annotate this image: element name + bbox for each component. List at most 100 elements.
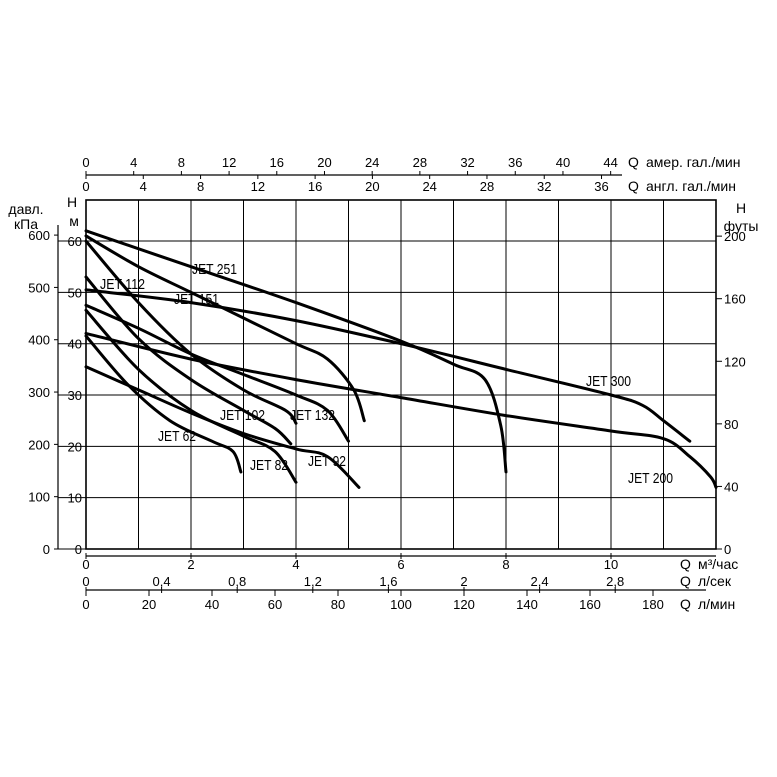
tick-label-us-gpm: 36 bbox=[508, 155, 522, 170]
tick-label-lpm: 160 bbox=[579, 597, 601, 612]
tick-label-kpa: 300 bbox=[28, 385, 50, 400]
tick-label-m3h: 0 bbox=[82, 557, 89, 572]
tick-label-m: 50 bbox=[68, 285, 82, 300]
series-line-jet-251 bbox=[84, 229, 508, 474]
tick-label-lpm: 100 bbox=[390, 597, 412, 612]
tick-label-m3h: 8 bbox=[502, 557, 509, 572]
series-line-jet-151 bbox=[84, 234, 366, 423]
axis-title-q: Q bbox=[680, 573, 691, 589]
tick-label-us-gpm: 0 bbox=[82, 155, 89, 170]
axis-title-unit: амер. гал./мин bbox=[646, 154, 740, 170]
series-line-jet-92 bbox=[84, 365, 361, 489]
tick-label-lpm: 180 bbox=[642, 597, 664, 612]
tick-label-ft: 160 bbox=[724, 292, 746, 307]
tick-label-kpa: 400 bbox=[28, 333, 50, 348]
tick-label-lps: 2,4 bbox=[531, 574, 549, 589]
tick-label-lpm: 20 bbox=[142, 597, 156, 612]
tick-label-uk-gpm: 4 bbox=[140, 179, 147, 194]
series-label-jet-82: JET 82 bbox=[250, 457, 288, 474]
tick-label-ft: 120 bbox=[724, 354, 746, 369]
series-label-jet-200: JET 200 bbox=[628, 470, 673, 487]
axis-title-ft: футы bbox=[724, 218, 759, 234]
tick-label-lps: 1,2 bbox=[304, 574, 322, 589]
tick-label-uk-gpm: 8 bbox=[197, 179, 204, 194]
tick-label-lps: 2 bbox=[460, 574, 467, 589]
tick-label-uk-gpm: 16 bbox=[308, 179, 322, 194]
series-label-jet-92: JET 92 bbox=[308, 453, 346, 470]
tick-label-lps: 2,8 bbox=[606, 574, 624, 589]
axis-title-unit: л/мин bbox=[698, 596, 735, 612]
axis-title-q: Q bbox=[680, 596, 691, 612]
tick-label-lpm: 40 bbox=[205, 597, 219, 612]
tick-label-m: 20 bbox=[68, 439, 82, 454]
series-label-jet-132: JET 132 bbox=[290, 407, 335, 424]
axis-title-q: Q bbox=[628, 178, 639, 194]
series-line-jet-200 bbox=[84, 331, 718, 489]
axes: 0 2 4 6 8 100 0,4 0,8 1,2 1,6 2 2,4 2,80 20 40 60 80 100 1… bbox=[8, 154, 758, 612]
tick-label-uk-gpm: 36 bbox=[594, 179, 608, 194]
tick-label-us-gpm: 4 bbox=[130, 155, 137, 170]
tick-label-uk-gpm: 0 bbox=[82, 179, 89, 194]
axis-title-unit: англ. гал./мин bbox=[646, 178, 736, 194]
tick-label-m3h: 10 bbox=[604, 557, 618, 572]
series-line-jet-300 bbox=[84, 288, 692, 443]
tick-label-ft: 200 bbox=[724, 229, 746, 244]
tick-label-ft: 0 bbox=[724, 542, 731, 557]
series-label-jet-300: JET 300 bbox=[586, 373, 631, 390]
axis-title-q: Q bbox=[680, 556, 691, 572]
series-line-jet-102 bbox=[84, 275, 293, 446]
tick-label-us-gpm: 32 bbox=[460, 155, 474, 170]
tick-label-us-gpm: 20 bbox=[317, 155, 331, 170]
tick-label-lpm: 80 bbox=[331, 597, 345, 612]
tick-label-m: 60 bbox=[68, 234, 82, 249]
tick-label-kpa: 600 bbox=[28, 228, 50, 243]
tick-label-us-gpm: 44 bbox=[603, 155, 617, 170]
tick-label-m: 40 bbox=[68, 337, 82, 352]
series-line-jet-62 bbox=[84, 334, 243, 474]
tick-label-kpa: 100 bbox=[28, 490, 50, 505]
tick-label-uk-gpm: 20 bbox=[365, 179, 379, 194]
tick-label-us-gpm: 28 bbox=[413, 155, 427, 170]
tick-label-kpa: 200 bbox=[28, 437, 50, 452]
tick-label-us-gpm: 8 bbox=[178, 155, 185, 170]
series-label-jet-251: JET 251 bbox=[192, 261, 237, 278]
plot-frame bbox=[85, 199, 717, 550]
tick-label-lps: 0 bbox=[82, 574, 89, 589]
tick-label-m3h: 6 bbox=[397, 557, 404, 572]
tick-label-m3h: 4 bbox=[292, 557, 299, 572]
series-label-jet-151: JET 151 bbox=[174, 291, 219, 308]
tick-label-kpa: 0 bbox=[43, 542, 50, 557]
tick-label-us-gpm: 16 bbox=[270, 155, 284, 170]
series-label-jet-102: JET 102 bbox=[220, 407, 265, 424]
axis-title-m: м bbox=[69, 213, 79, 229]
axis-title-kpa: давл. bbox=[8, 201, 43, 217]
tick-label-ft: 80 bbox=[724, 417, 738, 432]
tick-label-m: 10 bbox=[68, 491, 82, 506]
tick-label-lps: 0,4 bbox=[153, 574, 171, 589]
tick-label-lps: 0,8 bbox=[228, 574, 246, 589]
axis-title-unit: м³/час bbox=[698, 556, 738, 572]
series-label-jet-112: JET 112 bbox=[100, 276, 145, 293]
axis-title-h-right: H bbox=[736, 200, 746, 216]
tick-label-uk-gpm: 24 bbox=[422, 179, 436, 194]
tick-label-uk-gpm: 32 bbox=[537, 179, 551, 194]
tick-label-m: 30 bbox=[68, 388, 82, 403]
tick-label-lps: 1,6 bbox=[379, 574, 397, 589]
tick-label-us-gpm: 24 bbox=[365, 155, 379, 170]
tick-label-ft: 40 bbox=[724, 479, 738, 494]
tick-label-lpm: 120 bbox=[453, 597, 475, 612]
series-line-jet-112 bbox=[84, 239, 298, 425]
tick-label-lpm: 0 bbox=[82, 597, 89, 612]
tick-label-kpa: 500 bbox=[28, 280, 50, 295]
axis-title-unit: л/сек bbox=[698, 573, 732, 589]
axis-title-q: Q bbox=[628, 154, 639, 170]
tick-label-m3h: 2 bbox=[187, 557, 194, 572]
axis-title-h: H bbox=[67, 194, 77, 210]
tick-label-m: 0 bbox=[75, 542, 82, 557]
series-label-jet-62: JET 62 bbox=[158, 428, 196, 445]
tick-label-us-gpm: 40 bbox=[556, 155, 570, 170]
tick-label-us-gpm: 12 bbox=[222, 155, 236, 170]
curve-labels: JET 62 JET 82 JET 92 JET 102 JET 112 JET 132 J… bbox=[100, 261, 673, 487]
